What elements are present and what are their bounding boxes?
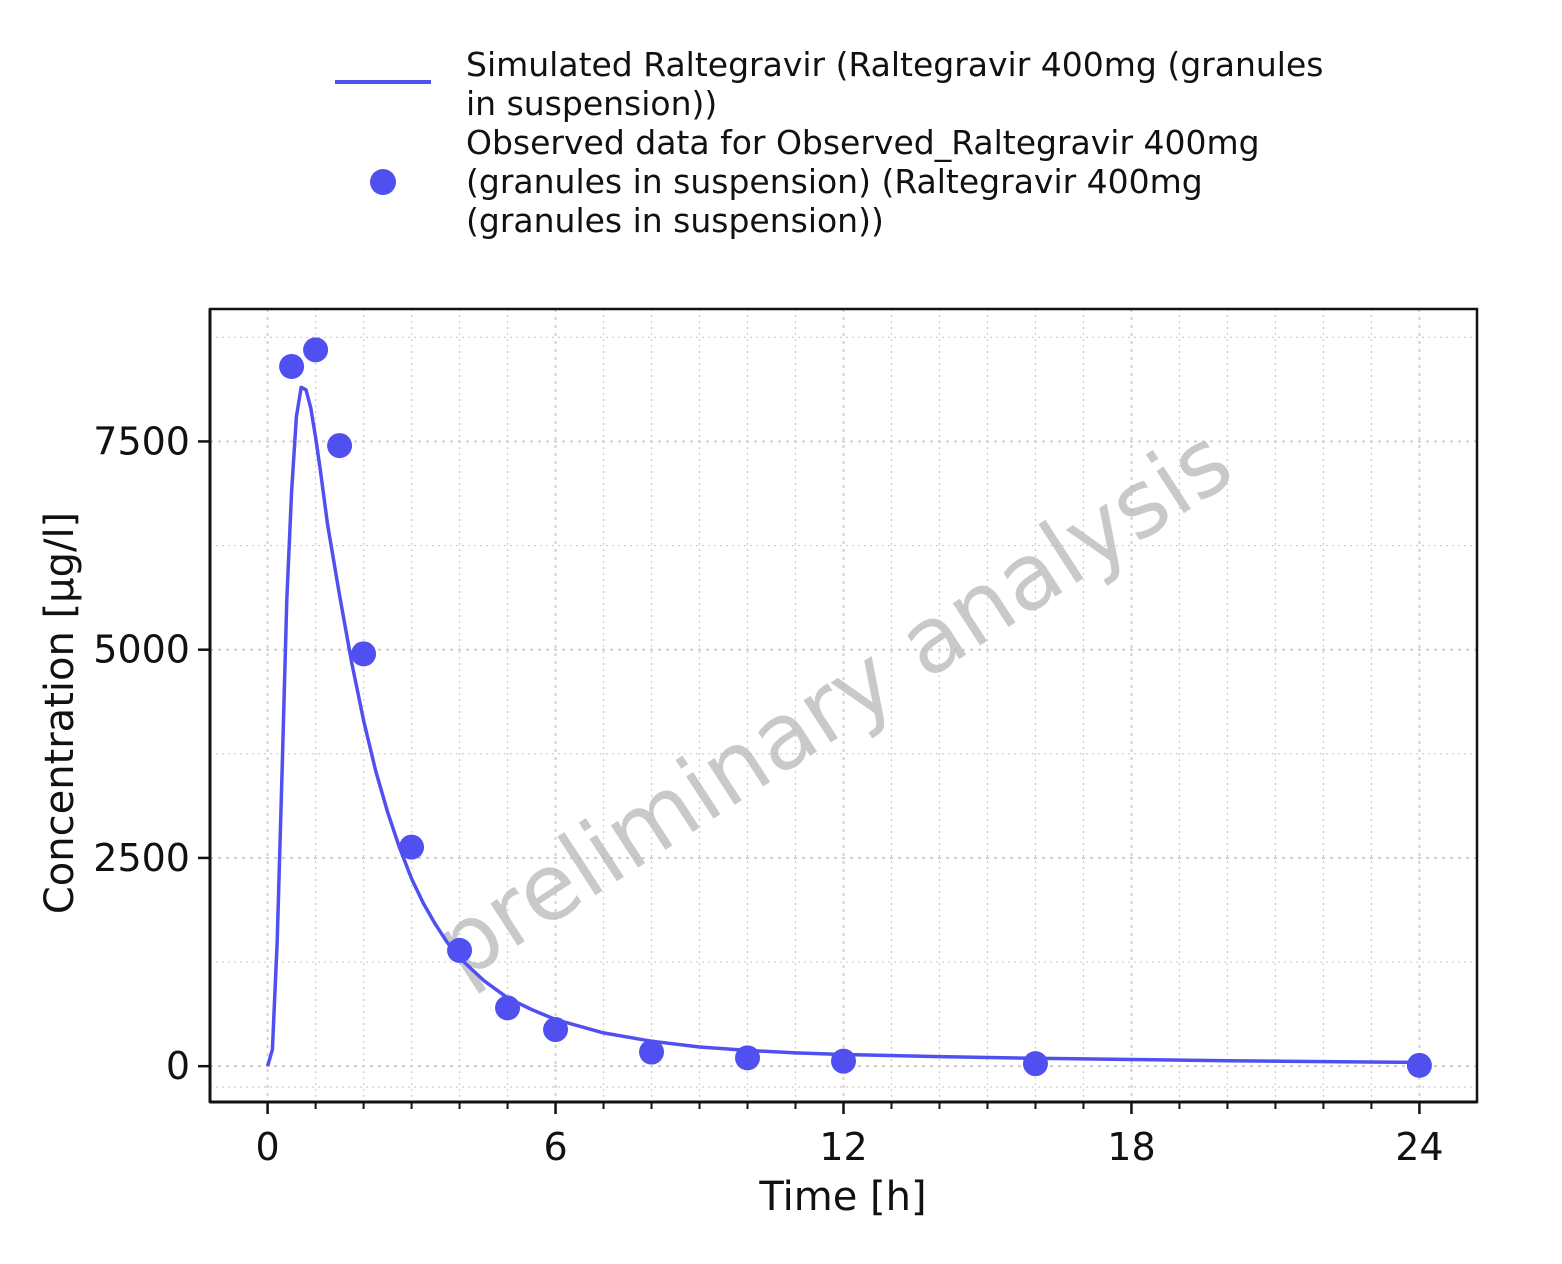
y-axis: 0 2500 5000 7500 [93, 309, 212, 1102]
legend-points-label-line-2: (granules in suspension) (Raltegravir 40… [466, 162, 1203, 201]
y-tick-label: 2500 [93, 836, 190, 880]
x-tick-label: 0 [255, 1125, 279, 1169]
simulated-series-line [265, 385, 1420, 1067]
legend: Simulated Raltegravir (Raltegravir 400mg… [335, 45, 1323, 240]
x-axis: 0 6 12 18 24 [210, 1100, 1477, 1169]
x-tick-label: 12 [819, 1125, 867, 1169]
observed-point [447, 937, 473, 963]
y-tick-label: 0 [166, 1044, 190, 1088]
y-axis-title: Concentration [µg/l] [37, 512, 83, 914]
observed-point [351, 641, 377, 667]
observed-point [279, 353, 305, 379]
observed-point [399, 834, 425, 860]
observed-point [1022, 1051, 1048, 1077]
y-tick-label: 7500 [93, 419, 190, 463]
legend-points-label-line-3: (granules in suspension)) [466, 201, 884, 240]
observed-point [303, 337, 329, 363]
x-tick-label: 24 [1395, 1125, 1443, 1169]
plot-panel: preliminary analysis [208, 307, 1479, 1104]
y-tick-label: 5000 [93, 628, 190, 672]
legend-line-label-line-1: Simulated Raltegravir (Raltegravir 400mg… [466, 45, 1323, 84]
observed-point [831, 1048, 856, 1074]
x-tick-label: 18 [1107, 1125, 1155, 1169]
observed-point [495, 995, 521, 1021]
observed-point [1406, 1052, 1432, 1078]
observed-series-points [279, 337, 1432, 1078]
observed-point [639, 1039, 665, 1065]
watermark: preliminary analysis [415, 407, 1250, 1001]
observed-point [735, 1045, 761, 1071]
x-tick-label: 6 [543, 1125, 567, 1169]
legend-line-label-line-2: in suspension)) [466, 84, 717, 123]
x-axis-title: Time [h] [758, 1174, 926, 1220]
legend-point-swatch [370, 169, 396, 195]
legend-points-label-line-1: Observed data for Observed_Raltegravir 4… [466, 123, 1260, 162]
observed-point [327, 433, 353, 459]
observed-point [543, 1017, 569, 1043]
